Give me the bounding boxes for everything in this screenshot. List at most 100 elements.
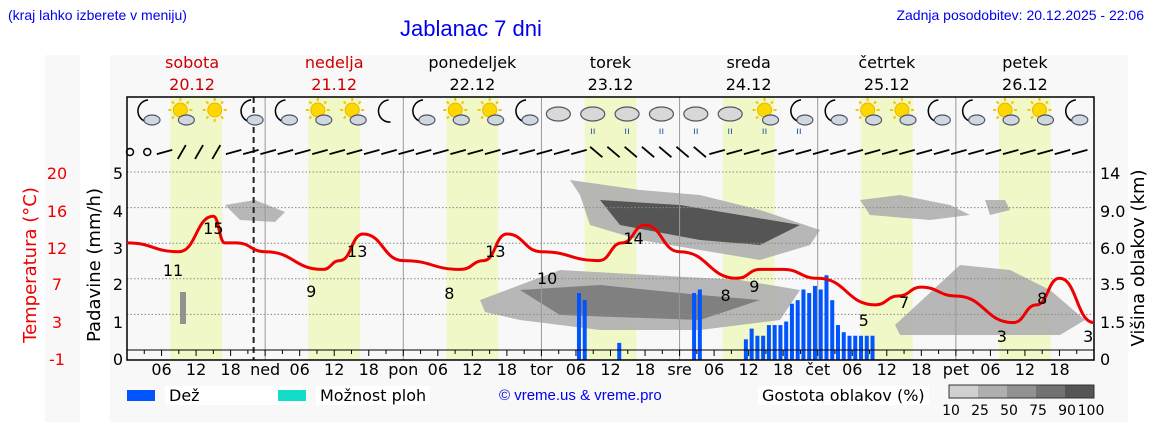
wind-barb-icon <box>536 149 553 155</box>
cloud-density-tick: 25 <box>971 403 989 419</box>
wind-barb-icon <box>277 149 294 155</box>
rain-bar <box>830 300 835 360</box>
x-tick-label: 12 <box>600 360 620 379</box>
x-tick-label: 12 <box>324 360 344 379</box>
plot-border <box>126 96 1095 361</box>
temperature-label: 9 <box>306 282 316 301</box>
day-name: ponedeljek <box>428 53 517 72</box>
wind-barb-icon <box>881 149 898 155</box>
temperature-tick: 16 <box>47 202 67 221</box>
wind-barb-icon <box>985 149 1002 155</box>
svg-text:ıı: ıı <box>762 126 768 137</box>
wind-barb-icon <box>1002 149 1019 155</box>
rain-bar <box>812 285 817 360</box>
rain-bar <box>807 293 812 360</box>
x-tick-label: 06 <box>980 360 1000 379</box>
x-tick-label: sre <box>667 360 691 379</box>
rain-bar <box>795 300 800 360</box>
credit-link[interactable]: © vreme.us & vreme.pro <box>499 387 662 404</box>
wind-barb-icon <box>778 149 795 155</box>
temperature-axis-panel <box>45 55 80 422</box>
temperature-label: 8 <box>444 284 454 303</box>
x-tick-label: 18 <box>220 360 240 379</box>
temperature-label: 13 <box>485 242 505 261</box>
rain-bar <box>582 300 587 360</box>
last-updated: Zadnja posodobitev: 20.12.2025 - 22:06 <box>896 7 1144 23</box>
x-tick-label: 06 <box>566 360 586 379</box>
x-tick-label: 06 <box>842 360 862 379</box>
wind-barb-icon <box>795 149 812 155</box>
x-tick-label: 12 <box>462 360 482 379</box>
wind-barb-icon <box>311 149 328 155</box>
wind-barb-icon <box>211 144 222 160</box>
precip-axis-label: Padavine (mm/h) <box>84 188 105 342</box>
temperature-label: 7 <box>899 293 909 312</box>
temperature-label: 8 <box>721 286 731 305</box>
wind-barb-icon <box>760 149 777 155</box>
daylight-band <box>446 97 499 360</box>
sun-cloud-icon <box>855 98 883 126</box>
rain-swatch <box>127 389 155 401</box>
moon-cloud-icon <box>412 99 436 126</box>
temperature-label: 13 <box>347 242 367 261</box>
day-date: 21.12 <box>311 75 357 94</box>
rain-bar <box>853 335 858 360</box>
rain-bar <box>835 325 840 360</box>
rain-bar <box>841 332 846 360</box>
wind-barb-icon <box>363 149 380 155</box>
precip-tick: 3 <box>113 239 123 258</box>
x-tick-label: 12 <box>186 360 206 379</box>
x-tick-label: 18 <box>635 360 655 379</box>
wind-barb-icon <box>812 149 829 155</box>
rain-bar <box>818 289 823 360</box>
cloud-height-tick: 14 <box>1100 164 1120 183</box>
temperature-tick: -1 <box>49 350 65 369</box>
cloud-area <box>985 200 1010 215</box>
sun-cloud-icon <box>305 98 333 126</box>
rain-bar <box>801 289 806 360</box>
temperature-tick: 7 <box>52 275 62 294</box>
sun-cloud-icon <box>1027 98 1055 126</box>
temperature-label: 5 <box>859 311 869 330</box>
wind-barb-icon <box>864 149 881 155</box>
wind-barb-icon <box>916 149 933 155</box>
calm-wind-icon <box>125 147 135 157</box>
wind-barb-icon <box>346 149 363 155</box>
wind-barb-icon <box>519 149 536 155</box>
wind-barb-icon <box>156 149 173 155</box>
cloud-height-tick: 3.5 <box>1100 275 1125 294</box>
x-tick-label: 18 <box>497 360 517 379</box>
temperature-axis-label: Temperatura (°C) <box>20 187 41 344</box>
cloud-density-tick: 90 <box>1058 403 1076 419</box>
moon-cloud-icon <box>274 99 299 126</box>
rain-bar <box>864 335 869 360</box>
sun-cloud-icon <box>993 98 1020 126</box>
svg-text:ıı: ıı <box>590 126 596 137</box>
daylight-band <box>860 97 913 360</box>
sun-cloud-icon <box>340 98 367 126</box>
sun-cloud-icon <box>889 98 917 126</box>
day-date: 25.12 <box>864 75 910 94</box>
x-tick-label: 06 <box>428 360 448 379</box>
legend-storm: Možnost ploh <box>278 383 431 407</box>
temperature-tick: 12 <box>47 239 67 258</box>
cloud-density-tick: 75 <box>1029 403 1047 419</box>
cloud-area <box>180 292 186 324</box>
rain-bar <box>847 335 852 360</box>
wind-barb-icon <box>899 149 916 155</box>
cloud-density-swatch <box>1007 385 1036 398</box>
region-hint[interactable]: (kraj lahko izberete v meniju) <box>8 7 187 23</box>
day-date: 20.12 <box>169 75 215 94</box>
temperature-label: 15 <box>203 219 223 238</box>
precip-tick: 0 <box>113 350 123 369</box>
wind-barb-icon <box>177 144 187 160</box>
temperature-tick: 20 <box>47 164 67 183</box>
x-tick-label: tor <box>530 360 553 379</box>
wind-barb-icon <box>571 149 587 155</box>
rain-bar <box>766 325 771 360</box>
day-name: torek <box>590 53 632 72</box>
wind-barb-icon <box>624 146 638 158</box>
cloud-density-swatch <box>949 385 978 398</box>
wind-barb-icon <box>194 144 204 160</box>
daylight-band <box>308 97 361 360</box>
